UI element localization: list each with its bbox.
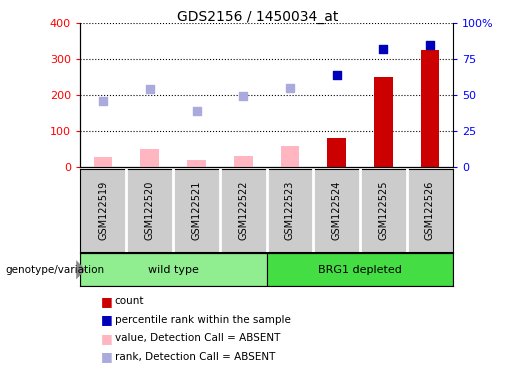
Text: percentile rank within the sample: percentile rank within the sample bbox=[115, 315, 291, 325]
Text: count: count bbox=[115, 296, 144, 306]
Bar bbox=[327, 138, 346, 167]
Text: value, Detection Call = ABSENT: value, Detection Call = ABSENT bbox=[115, 333, 280, 343]
Point bbox=[239, 93, 247, 99]
Bar bbox=[141, 149, 159, 167]
Bar bbox=[94, 157, 112, 167]
Text: GSM122525: GSM122525 bbox=[378, 180, 388, 240]
Point bbox=[193, 108, 201, 114]
Text: GSM122523: GSM122523 bbox=[285, 180, 295, 240]
Text: ■: ■ bbox=[100, 350, 112, 363]
Bar bbox=[234, 156, 252, 167]
Text: ■: ■ bbox=[100, 313, 112, 326]
Text: ■: ■ bbox=[100, 295, 112, 308]
Text: BRG1 depleted: BRG1 depleted bbox=[318, 265, 402, 275]
Bar bbox=[80, 253, 267, 286]
Point bbox=[379, 46, 387, 52]
Text: GSM122521: GSM122521 bbox=[192, 180, 201, 240]
Bar bbox=[281, 146, 299, 167]
Text: GSM122520: GSM122520 bbox=[145, 180, 155, 240]
Text: wild type: wild type bbox=[148, 265, 199, 275]
Text: GSM122522: GSM122522 bbox=[238, 180, 248, 240]
Text: genotype/variation: genotype/variation bbox=[5, 265, 104, 275]
Polygon shape bbox=[76, 260, 85, 280]
Bar bbox=[374, 77, 392, 167]
Bar bbox=[421, 50, 439, 167]
Point bbox=[286, 85, 294, 91]
Point bbox=[146, 86, 154, 92]
Bar bbox=[187, 160, 206, 167]
Point bbox=[99, 98, 107, 104]
Text: GSM122526: GSM122526 bbox=[425, 180, 435, 240]
Bar bbox=[267, 253, 453, 286]
Point bbox=[332, 71, 340, 78]
Text: GSM122519: GSM122519 bbox=[98, 180, 108, 240]
Text: GDS2156 / 1450034_at: GDS2156 / 1450034_at bbox=[177, 10, 338, 23]
Text: ■: ■ bbox=[100, 332, 112, 345]
Text: rank, Detection Call = ABSENT: rank, Detection Call = ABSENT bbox=[115, 352, 275, 362]
Point bbox=[426, 41, 434, 48]
Text: GSM122524: GSM122524 bbox=[332, 180, 341, 240]
